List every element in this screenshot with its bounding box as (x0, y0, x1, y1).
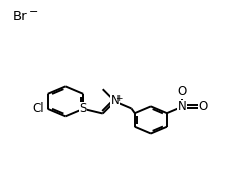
Text: Cl: Cl (33, 102, 44, 115)
Text: O: O (178, 85, 187, 98)
Text: N: N (110, 94, 119, 108)
Text: Br: Br (12, 10, 27, 23)
Text: S: S (80, 102, 87, 115)
Text: N: N (178, 100, 187, 113)
Text: −: − (28, 7, 38, 17)
Text: +: + (115, 94, 123, 103)
Text: O: O (199, 100, 208, 113)
